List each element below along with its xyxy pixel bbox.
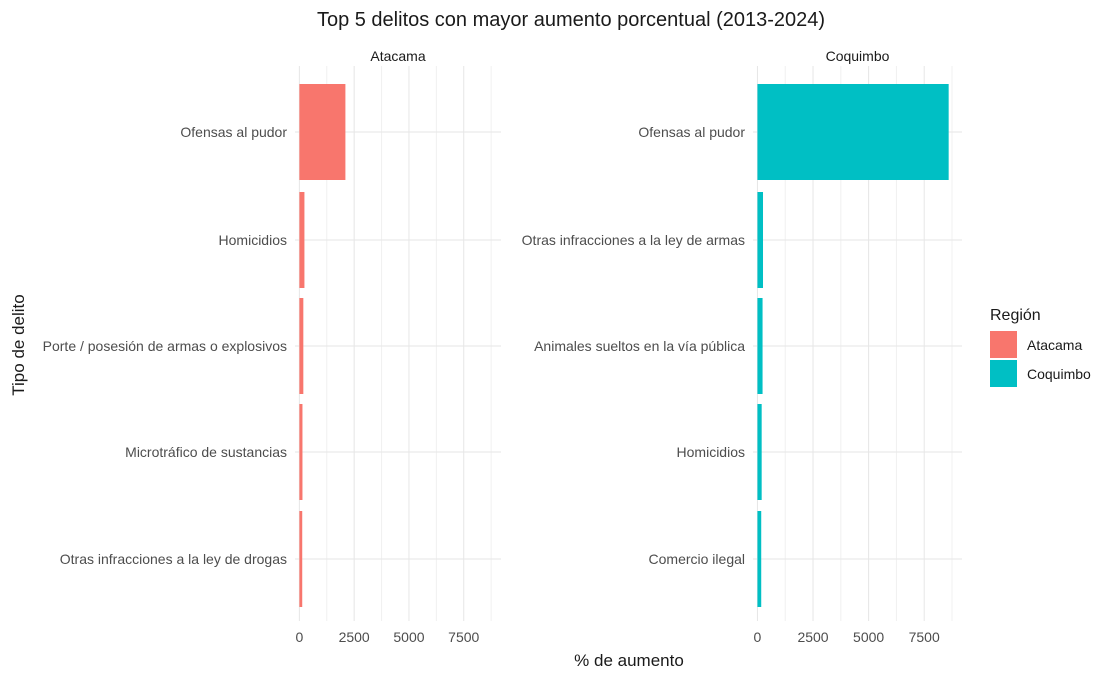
x-tick-label: 5000 [393,629,424,645]
legend-label: Atacama [1027,337,1082,353]
bar [757,84,949,180]
panel-coquimbo: Coquimbo 0 2500 5000 7500 Ofensas al pudor Otr… [522,48,962,645]
y-tick-label: Otras infracciones a la ley de armas [522,232,745,248]
y-tick-label: Comercio ilegal [649,551,745,567]
x-tick-label: 7500 [448,629,479,645]
chart-title: Top 5 delitos con mayor aumento porcentu… [317,9,825,31]
legend: Región Atacama Coquimbo [990,307,1091,387]
bar [757,511,762,607]
y-tick-label: Ofensas al pudor [638,124,745,140]
y-tick-label: Microtráfico de sustancias [125,444,287,460]
y-tick-label: Animales sueltos en la vía pública [534,338,745,354]
x-tick-label: 5000 [853,629,884,645]
x-tick-label: 0 [295,629,303,645]
y-tick-label: Homicidios [219,232,287,248]
legend-swatch [990,331,1017,358]
facet-strip-label: Coquimbo [826,48,890,64]
panel-atacama: Atacama 0 2500 5000 7500 Ofensas al pudor Homi… [43,48,501,645]
bar [299,192,305,288]
y-tick-label: Ofensas al pudor [180,124,287,140]
bar [299,84,346,180]
y-axis-label: Tipo de delito [9,294,28,395]
x-axis-label: % de aumento [574,651,684,670]
facet-strip-label: Atacama [370,48,425,64]
bar [299,511,303,607]
legend-swatch [990,360,1017,387]
bar [757,192,764,288]
bar [299,404,303,500]
y-tick-label: Homicidios [677,444,745,460]
y-tick-label: Porte / posesión de armas o explosivos [43,338,287,354]
bar [299,298,304,394]
bar [757,298,763,394]
bar [757,404,762,500]
x-tick-label: 7500 [909,629,940,645]
x-tick-label: 2500 [797,629,828,645]
x-tick-label: 2500 [339,629,370,645]
legend-title: Región [990,307,1041,324]
legend-label: Coquimbo [1027,366,1091,382]
x-tick-label: 0 [754,629,762,645]
y-tick-label: Otras infracciones a la ley de drogas [60,551,287,567]
